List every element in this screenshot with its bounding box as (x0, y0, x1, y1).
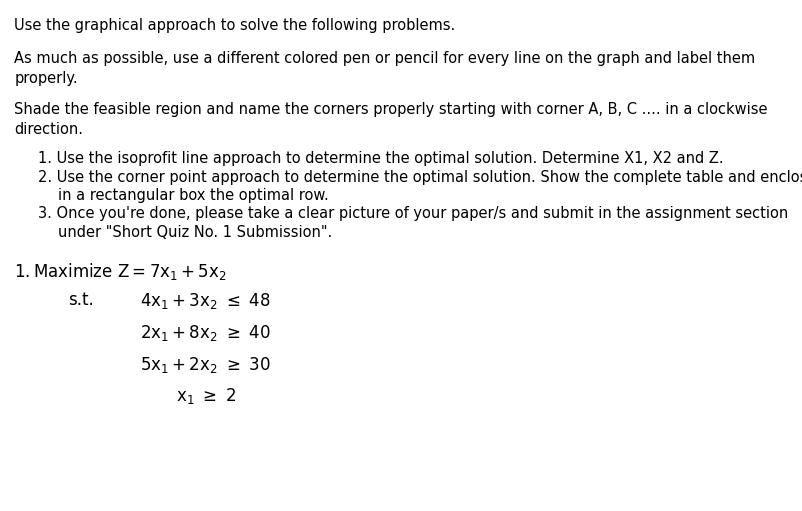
Text: As much as possible, use a different colored pen or pencil for every line on the: As much as possible, use a different col… (14, 51, 755, 66)
Text: $\mathregular{2x_1 + 8x_2\ \geq\ 40}$: $\mathregular{2x_1 + 8x_2\ \geq\ 40}$ (140, 323, 271, 343)
Text: properly.: properly. (14, 71, 78, 85)
Text: $\mathregular{x_1\ \geq\ 2}$: $\mathregular{x_1\ \geq\ 2}$ (176, 386, 237, 406)
Text: 1. Use the isoprofit line approach to determine the optimal solution. Determine : 1. Use the isoprofit line approach to de… (38, 151, 724, 166)
Text: under "Short Quiz No. 1 Submission".: under "Short Quiz No. 1 Submission". (58, 225, 332, 240)
Text: in a rectangular box the optimal row.: in a rectangular box the optimal row. (58, 188, 329, 203)
Text: s.t.: s.t. (68, 291, 94, 309)
Text: Shade the feasible region and name the corners properly starting with corner A, : Shade the feasible region and name the c… (14, 102, 768, 117)
Text: $\mathregular{4x_1 + 3x_2\ \leq\ 48}$: $\mathregular{4x_1 + 3x_2\ \leq\ 48}$ (140, 291, 271, 311)
Text: $\mathregular{5x_1 + 2x_2\ \geq\ 30}$: $\mathregular{5x_1 + 2x_2\ \geq\ 30}$ (140, 355, 271, 375)
Text: 3. Once you're done, please take a clear picture of your paper/s and submit in t: 3. Once you're done, please take a clear… (38, 206, 788, 221)
Text: $\mathregular{1. Maximize\ Z = 7x_1 + 5x_2}$: $\mathregular{1. Maximize\ Z = 7x_1 + 5x… (14, 261, 227, 282)
Text: 2. Use the corner point approach to determine the optimal solution. Show the com: 2. Use the corner point approach to dete… (38, 170, 802, 184)
Text: direction.: direction. (14, 122, 83, 136)
Text: Use the graphical approach to solve the following problems.: Use the graphical approach to solve the … (14, 18, 456, 33)
